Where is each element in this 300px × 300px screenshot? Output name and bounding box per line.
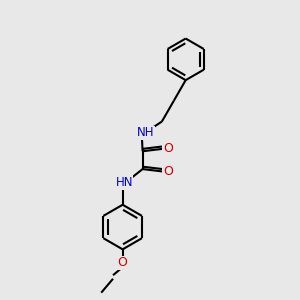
Text: HN: HN — [116, 176, 133, 189]
Text: O: O — [163, 142, 173, 155]
Text: O: O — [118, 256, 128, 269]
Text: NH: NH — [137, 126, 154, 139]
Text: O: O — [163, 165, 173, 178]
